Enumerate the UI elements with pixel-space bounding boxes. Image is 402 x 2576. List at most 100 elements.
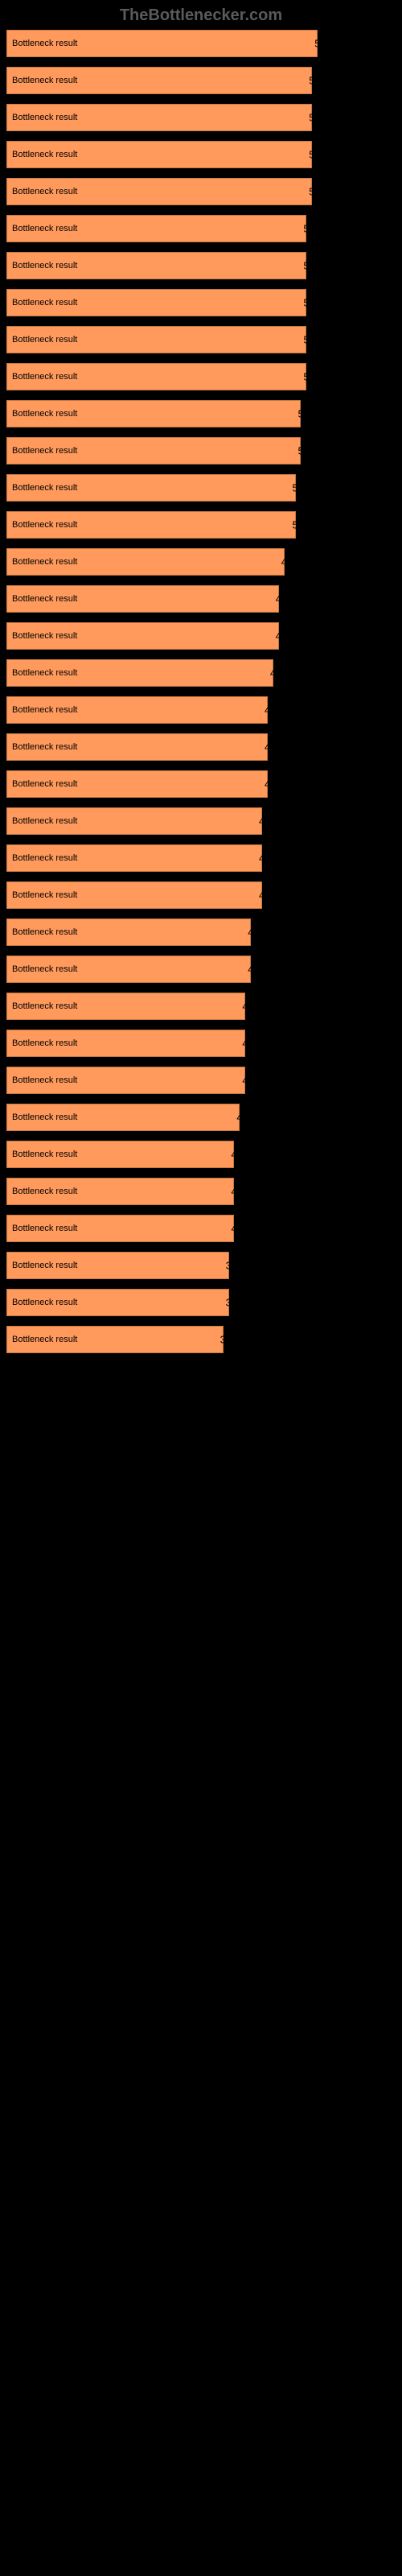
bar-track: Bottleneck result51.7% <box>6 437 396 464</box>
chart-row: Bottleneck result54.4% <box>6 287 396 316</box>
chart-row: Bottleneck result46.4% <box>6 880 396 909</box>
bar-track: Bottleneck result54.5% <box>6 141 396 168</box>
bottleneck-bar: Bottleneck result <box>6 1030 245 1057</box>
bottleneck-bar: Bottleneck result <box>6 993 245 1020</box>
bar-track: Bottleneck result47.7% <box>6 659 396 687</box>
bar-value-label: 39.6% <box>226 1297 256 1309</box>
bar-value-label: 49.7% <box>281 556 311 568</box>
chart-row: Bottleneck result45.7% <box>6 843 396 872</box>
bottleneck-bar: Bottleneck result <box>6 1326 224 1353</box>
bar-value-label: 48.8% <box>276 593 306 605</box>
bottleneck-bar: Bottleneck result <box>6 363 306 390</box>
bottleneck-bar: Bottleneck result <box>6 1215 234 1242</box>
bottleneck-bar: Bottleneck result <box>6 289 306 316</box>
bottleneck-bar: Bottleneck result <box>6 956 251 983</box>
bar-track: Bottleneck result41.2% <box>6 1178 396 1205</box>
bar-value-label: 54.5% <box>309 149 338 161</box>
bottleneck-bar: Bottleneck result <box>6 437 301 464</box>
chart-row: Bottleneck result46.8% <box>6 732 396 761</box>
bottleneck-bar: Bottleneck result <box>6 1252 229 1279</box>
bottleneck-bar: Bottleneck result <box>6 1289 229 1316</box>
bar-track: Bottleneck result42.6% <box>6 993 396 1020</box>
chart-row: Bottleneck result38.8% <box>6 1324 396 1353</box>
chart-row: Bottleneck result54.5% <box>6 139 396 168</box>
chart-row: Bottleneck result39.7% <box>6 1250 396 1279</box>
chart-row: Bottleneck result43.5% <box>6 954 396 983</box>
bar-value-label: 41.2% <box>231 1149 260 1161</box>
bar-track: Bottleneck result46.3% <box>6 807 396 835</box>
bottleneck-bar: Bottleneck result <box>6 178 312 205</box>
bar-value-label: 43% <box>242 1075 263 1087</box>
bar-track: Bottleneck result54% <box>6 326 396 353</box>
bottleneck-bar: Bottleneck result <box>6 622 279 650</box>
bar-track: Bottleneck result46.9% <box>6 770 396 798</box>
bar-value-label: 52.4% <box>293 482 322 494</box>
chart-row: Bottleneck result46.3% <box>6 806 396 835</box>
bar-value-label: 54.8% <box>309 112 338 124</box>
chart-row: Bottleneck result47.1% <box>6 695 396 724</box>
bottleneck-bar: Bottleneck result <box>6 585 279 613</box>
bar-track: Bottleneck result47.1% <box>6 696 396 724</box>
bar-track: Bottleneck result40.8% <box>6 1215 396 1242</box>
bar-value-label: 41.2% <box>231 1186 260 1198</box>
bottleneck-bar: Bottleneck result <box>6 1178 234 1205</box>
bar-value-label: 43.4% <box>242 1038 272 1050</box>
bar-value-label: 42.1% <box>236 1112 266 1124</box>
bottleneck-bar: Bottleneck result <box>6 67 312 94</box>
bar-value-label: 46.3% <box>259 815 289 828</box>
bar-value-label: 51.7% <box>297 445 327 457</box>
bar-track: Bottleneck result41.2% <box>6 1141 396 1168</box>
chart-row: Bottleneck result51.1% <box>6 510 396 539</box>
bar-value-label: 54.6% <box>309 186 338 198</box>
chart-row: Bottleneck result40.8% <box>6 1213 396 1242</box>
site-logo: TheBottlenecker.com <box>0 0 402 28</box>
bar-track: Bottleneck result43.4% <box>6 1030 396 1057</box>
bar-value-label: 53.1% <box>297 408 327 420</box>
chart-row: Bottleneck result43.4% <box>6 1028 396 1057</box>
chart-row: Bottleneck result43% <box>6 1065 396 1094</box>
bottleneck-bar: Bottleneck result <box>6 919 251 946</box>
chart-row: Bottleneck result46.9% <box>6 769 396 798</box>
bar-value-label: 54% <box>303 334 324 346</box>
bottleneck-bar: Bottleneck result <box>6 696 268 724</box>
bottleneck-bar: Bottleneck result <box>6 548 285 576</box>
bar-track: Bottleneck result51.1% <box>6 511 396 539</box>
chart-row: Bottleneck result51.7% <box>6 436 396 464</box>
bar-track: Bottleneck result54% <box>6 215 396 242</box>
bar-track: Bottleneck result55.3% <box>6 67 396 94</box>
bar-track: Bottleneck result49.2% <box>6 622 396 650</box>
bar-track: Bottleneck result54.6% <box>6 178 396 205</box>
bottleneck-bar: Bottleneck result <box>6 252 306 279</box>
chart-row: Bottleneck result53.7% <box>6 361 396 390</box>
chart-row: Bottleneck result55.6% <box>6 28 396 57</box>
chart-row: Bottleneck result47.7% <box>6 658 396 687</box>
bar-value-label: 54.4% <box>303 297 333 309</box>
bar-track: Bottleneck result38.8% <box>6 1326 396 1353</box>
bottleneck-bar: Bottleneck result <box>6 881 262 909</box>
bar-track: Bottleneck result46.4% <box>6 881 396 909</box>
bar-value-label: 42.6% <box>242 1001 272 1013</box>
chart-row: Bottleneck result48.8% <box>6 584 396 613</box>
bottleneck-bar: Bottleneck result <box>6 215 306 242</box>
bottleneck-bar: Bottleneck result <box>6 1104 240 1131</box>
bar-value-label: 40.8% <box>231 1223 260 1235</box>
chart-row: Bottleneck result41.2% <box>6 1176 396 1205</box>
bottleneck-bar: Bottleneck result <box>6 1141 234 1168</box>
bottleneck-bar: Bottleneck result <box>6 104 312 131</box>
bar-value-label: 46.8% <box>265 741 294 753</box>
chart-row: Bottleneck result54.4% <box>6 250 396 279</box>
bottleneck-bar: Bottleneck result <box>6 326 306 353</box>
bar-track: Bottleneck result54.8% <box>6 104 396 131</box>
chart-row: Bottleneck result49.7% <box>6 547 396 576</box>
chart-row: Bottleneck result54.6% <box>6 176 396 205</box>
chart-row: Bottleneck result54% <box>6 324 396 353</box>
bottleneck-bar: Bottleneck result <box>6 30 318 57</box>
bar-value-label: 51.1% <box>293 519 322 531</box>
bar-track: Bottleneck result53.7% <box>6 363 396 390</box>
bar-track: Bottleneck result43% <box>6 1067 396 1094</box>
bar-value-label: 43.9% <box>248 927 277 939</box>
bar-value-label: 43.5% <box>248 964 277 976</box>
chart-row: Bottleneck result54.8% <box>6 102 396 131</box>
bar-track: Bottleneck result39.6% <box>6 1289 396 1316</box>
chart-row: Bottleneck result39.6% <box>6 1287 396 1316</box>
